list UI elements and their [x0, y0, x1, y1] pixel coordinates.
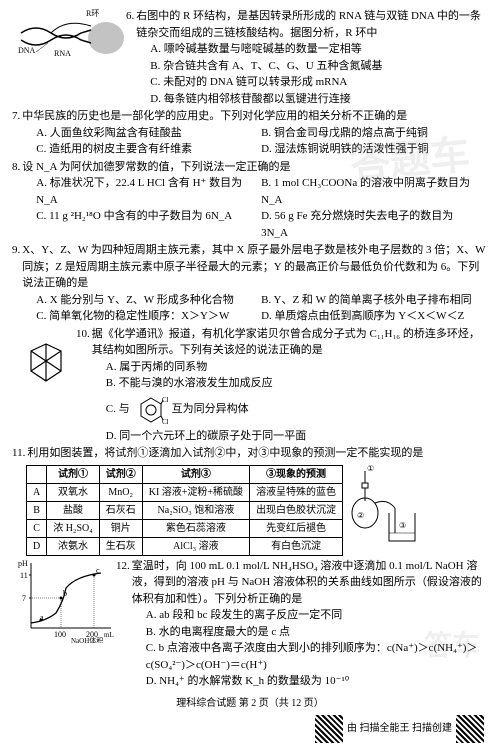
table-row: C浓 H₂SO₄铜片紫色石蕊溶液先变红后褪色	[27, 519, 343, 537]
question-9: 9. X、Y、Z、W 为四种短周期主族元素，其中 X 原子最外层电子数是核外电子…	[12, 242, 488, 325]
svg-text:11: 11	[20, 571, 28, 580]
q7-opt-a: A. 人面鱼纹彩陶盆含有硅酸盐	[36, 125, 253, 142]
q8-opt-a: A. 标准状况下，22.4 L HCl 含有 H⁺ 数目为 N_A	[36, 175, 253, 208]
q12-stem: 室温时，向 100 mL 0.1 mol/L NH₄HSO₄ 溶液中逐滴加 0.…	[132, 560, 482, 605]
table-header-row: 试剂①试剂②试剂③③现象的预测	[27, 465, 343, 483]
q7-opt-c: C. 造纸用的树皮主要含有纤维素	[36, 141, 253, 158]
q6-opt-b: B. 杂合链共含有 A、T、C、G、U 五种含氮碱基	[150, 58, 488, 75]
q9-stem: X、Y、Z、W 为四种短周期主族元素，其中 X 原子最外层电子数是核外电子层数的…	[22, 244, 485, 289]
qr-text: 由 扫描全能王 扫描创建	[347, 721, 452, 736]
label-r: R环	[86, 9, 99, 18]
q12-opt-a: A. ab 段和 bc 段发生的离子反应一定不同	[146, 607, 488, 624]
q12-opt-c: C. b 点溶液中各离子浓度由大到小的排列顺序为：c(Na⁺)＞c(NH₄⁺)＞…	[146, 640, 488, 673]
table-row: A双氧水MnO₂KI 溶液+淀粉+稀硫酸溶液呈特殊的蓝色	[27, 483, 343, 501]
q12-chart: pH 11 7 100 200 mL NaOH体积 a b c	[16, 558, 116, 643]
q7-opt-d: D. 湿法炼铜说明铁的活泼性强于铜	[261, 141, 478, 158]
q7-opt-b: B. 铜合金司母戊鼎的熔点高于纯铜	[261, 125, 478, 142]
q10-stem: 据《化学通讯》报道，有机化学家诺贝尔曾合成分子式为 C₁₁H₁₆ 的桥连多环烃，…	[92, 328, 480, 357]
q10-opt-a: A. 属于丙烯的同系物	[106, 359, 488, 376]
q9-opt-c: C. 简单氧化物的稳定性顺序：X＞Y＞W	[36, 308, 253, 325]
qr-code-icon	[315, 715, 343, 743]
q6-opt-c: C. 未配对的 DNA 链可以转录形成 mRNA	[150, 74, 488, 91]
q8-opt-c: C. 11 g ²H₂¹⁸O 中含有的中子数目为 6N_A	[36, 208, 253, 241]
q8-stem: 设 N_A 为阿伏加德罗常数的值，下列说法一定正确的是	[22, 161, 290, 173]
svg-text:pH: pH	[18, 559, 28, 568]
question-6: R环 DNA RNA 6. 右图中的 R 环结构，是基因转录所形成的 RNA 链…	[12, 8, 488, 107]
q6-figure: R环 DNA RNA	[16, 8, 126, 63]
q8-number: 8.	[12, 159, 20, 176]
svg-text:①: ①	[367, 464, 374, 473]
q11-table: 试剂①试剂②试剂③③现象的预测 A双氧水MnO₂KI 溶液+淀粉+稀硫酸溶液呈特…	[26, 465, 343, 556]
qr-code-icon	[456, 715, 484, 743]
q9-opt-d: D. 单质熔点由低到高顺序为 Y＜X＜W＜Z	[261, 308, 478, 325]
q6-number: 6.	[126, 8, 134, 25]
q12-number: 12.	[116, 558, 130, 575]
question-11: 11. 利用如图装置，将试剂①逐滴加入试剂②中，对③中现象的预测一定不能实现的是	[12, 445, 488, 462]
svg-text:b: b	[63, 589, 67, 598]
q6-opt-a: A. 嘌呤碱基数量与嘧啶碱基的数量一定相等	[150, 41, 488, 58]
q7-number: 7.	[12, 108, 20, 125]
q7-stem: 中华民族的历史也是一部化学的应用史。下列对化学应用的相关分析不正确的是	[22, 110, 407, 122]
page-footer: 理科综合试题 第 2 页（共 12 页）	[12, 696, 488, 711]
q8-opt-d: D. 56 g Fe 充分燃烧时失去电子的数目为 3N_A	[261, 208, 478, 241]
qr-row: 由 扫描全能王 扫描创建	[12, 715, 488, 743]
q9-opt-b: B. Y、Z 和 W 的简单离子核外电子排布相同	[261, 292, 478, 309]
question-12: pH 11 7 100 200 mL NaOH体积 a b c 12. 室温时，…	[12, 558, 488, 690]
svg-text:100: 100	[54, 630, 66, 639]
table-row: D浓氨水生石灰AlCl₃ 溶液有白色沉淀	[27, 537, 343, 555]
q10-number: 10.	[76, 326, 90, 343]
question-8: 8. 设 N_A 为阿伏加德罗常数的值，下列说法一定正确的是 A. 标准状况下，…	[12, 159, 488, 242]
q9-opt-a: A. X 能分别与 Y、Z、W 形成多种化合物	[36, 292, 253, 309]
benzene-icon: CH₂CH₃ CH₂CH₂CH₃	[134, 392, 168, 428]
q6-opt-d: D. 每条链内相邻核苷酸都以氢键进行连接	[150, 91, 488, 108]
q8-opt-b: B. 1 mol CH₃COONa 的溶液中阴离子数目为 N_A	[261, 175, 478, 208]
svg-text:mL: mL	[104, 631, 114, 639]
q10-opt-d: D. 同一个六元环上的碳原子处于同一平面	[106, 428, 488, 445]
svg-text:c: c	[96, 566, 100, 575]
q6-stem: 右图中的 R 环结构，是基因转录所形成的 RNA 链与双链 DNA 中的一条链杂…	[136, 10, 481, 39]
svg-text:7: 7	[22, 594, 26, 603]
q10-opt-c: C. 与 CH₂CH₃ CH₂CH₂CH₃ 互为同分异构体	[106, 392, 488, 428]
q11-apparatus-figure: ① ② ③	[347, 463, 422, 548]
q10-figure	[16, 336, 76, 391]
svg-text:②: ②	[357, 511, 364, 520]
question-10: 10. 据《化学通讯》报道，有机化学家诺贝尔曾合成分子式为 C₁₁H₁₆ 的桥连…	[12, 326, 488, 445]
svg-text:NaOH体积: NaOH体积	[71, 636, 103, 643]
q11-number: 11.	[12, 445, 25, 462]
table-row: B盐酸石灰石Na₂SiO₃ 饱和溶液出现白色胶状沉淀	[27, 501, 343, 519]
question-7: 7. 中华民族的历史也是一部化学的应用史。下列对化学应用的相关分析不正确的是 A…	[12, 108, 488, 158]
svg-text:RNA: RNA	[54, 49, 71, 58]
q9-number: 9.	[12, 242, 20, 259]
svg-text:DNA: DNA	[18, 46, 36, 55]
q11-stem: 利用如图装置，将试剂①逐滴加入试剂②中，对③中现象的预测一定不能实现的是	[27, 447, 423, 459]
svg-text:③: ③	[399, 521, 406, 530]
q12-opt-d: D. NH₄⁺ 的水解常数 K_h 的数量级为 10⁻¹⁰	[146, 673, 488, 690]
q12-opt-b: B. 水的电离程度最大的是 c 点	[146, 624, 488, 641]
q10-opt-b: B. 不能与溴的水溶液发生加成反应	[106, 375, 488, 392]
